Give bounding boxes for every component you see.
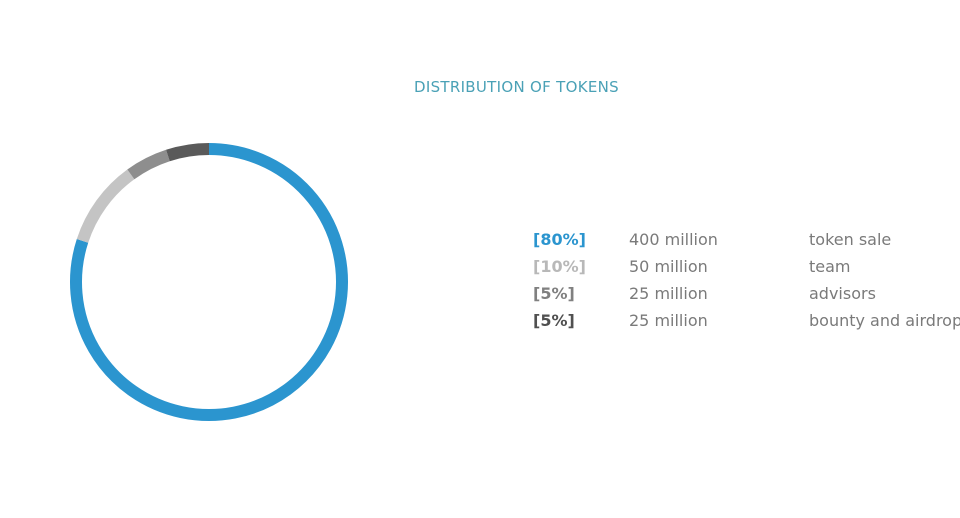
donut-slice-1 bbox=[70, 143, 348, 421]
donut-slice-4 bbox=[166, 143, 210, 162]
legend-label: advisors bbox=[809, 284, 876, 303]
legend-amount: 50 million bbox=[629, 257, 708, 276]
chart-legend: [80%] 400 million token sale [10%] 50 millio… bbox=[533, 228, 960, 336]
legend-label: bounty and airdrop bbox=[809, 311, 960, 330]
legend-amount: 25 million bbox=[629, 311, 708, 330]
legend-label: token sale bbox=[809, 230, 892, 249]
donut-chart bbox=[70, 143, 348, 421]
legend-percent: [80%] bbox=[533, 230, 586, 249]
donut-slice-2 bbox=[76, 169, 135, 243]
legend-row: [5%] 25 million bounty and airdrop bbox=[533, 309, 960, 336]
legend-percent: [10%] bbox=[533, 257, 586, 276]
legend-row: [80%] 400 million token sale bbox=[533, 228, 960, 255]
legend-amount: 25 million bbox=[629, 284, 708, 303]
legend-percent: [5%] bbox=[533, 311, 575, 330]
legend-label: team bbox=[809, 257, 851, 276]
legend-row: [5%] 25 million advisors bbox=[533, 282, 960, 309]
legend-percent: [5%] bbox=[533, 284, 575, 303]
chart-title: DISTRIBUTION OF TOKENS bbox=[414, 78, 619, 96]
legend-amount: 400 million bbox=[629, 230, 718, 249]
donut-slice-3 bbox=[127, 149, 170, 180]
legend-row: [10%] 50 million team bbox=[533, 255, 960, 282]
